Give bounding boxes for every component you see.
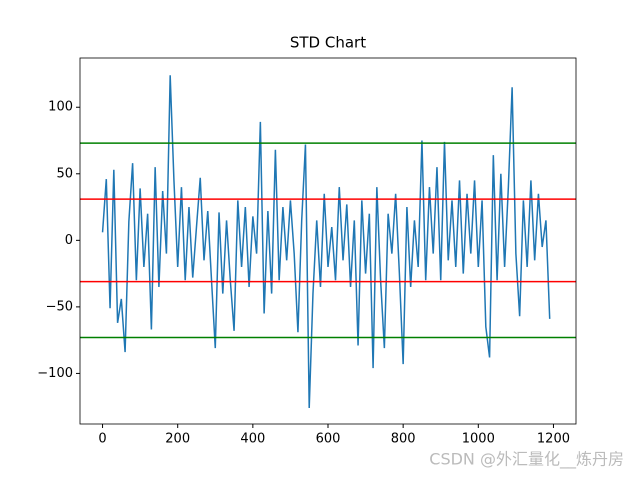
plot-frame — [79, 57, 577, 425]
y-tick-label: 50 — [56, 166, 73, 181]
y-tick-label: −50 — [46, 299, 73, 314]
x-tick-label: 0 — [98, 432, 106, 447]
data-line — [101, 75, 551, 409]
y-tick-label: 0 — [65, 233, 73, 248]
x-tick-label: 800 — [391, 432, 416, 447]
chart-title: STD Chart — [290, 34, 366, 52]
x-tick-label: 1000 — [462, 432, 495, 447]
x-tick-label: 200 — [165, 432, 190, 447]
x-tick-label: 1200 — [537, 432, 570, 447]
x-tick-label: 600 — [316, 432, 341, 447]
watermark: CSDN @外汇量化__炼丹房 — [429, 450, 624, 470]
y-tick-label: 100 — [48, 100, 73, 115]
x-tick-label: 400 — [240, 432, 265, 447]
y-tick-label: −100 — [37, 366, 73, 381]
